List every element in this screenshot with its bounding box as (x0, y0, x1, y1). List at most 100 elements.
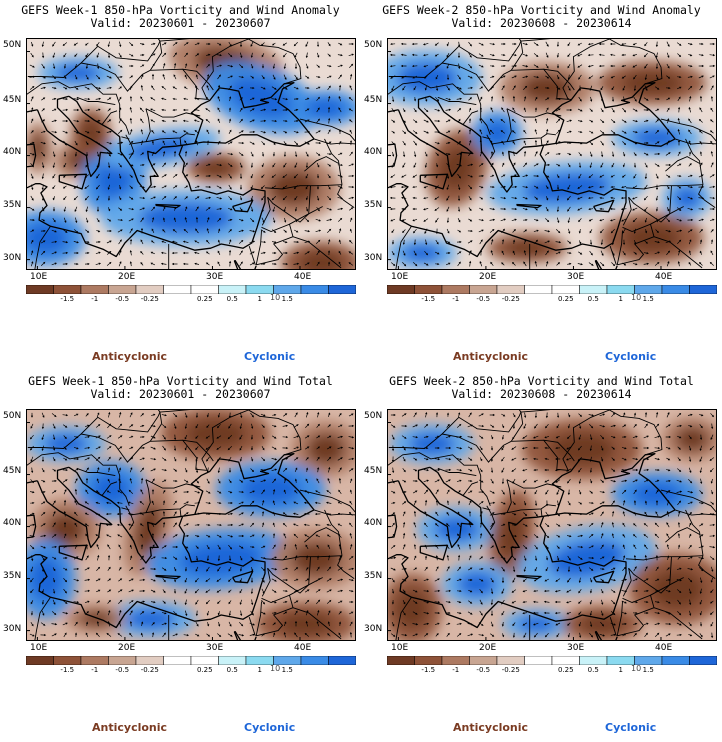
country-border (520, 409, 580, 413)
colorbar-unit: 10 (631, 664, 642, 673)
lat-label: 35N (364, 571, 383, 581)
coastline (419, 173, 449, 190)
colorbar-unit: 10 (270, 664, 281, 673)
colorbar-tick-label: -1 (91, 666, 99, 674)
colorbar-segment (135, 285, 164, 294)
colorbar-tick-label: 0.25 (557, 666, 574, 674)
lon-label: 30E (206, 643, 224, 653)
lon-label: 20E (479, 272, 497, 282)
coastline (516, 203, 542, 209)
panel-title: GEFS Week-1 850-hPa Vorticity and Wind A… (21, 3, 340, 17)
anticyclonic-core (268, 170, 320, 206)
coastline (516, 574, 542, 580)
country-border (34, 226, 51, 270)
coastline (26, 109, 38, 113)
panel-valid-dates: Valid: 20230608 - 20230614 (451, 16, 632, 30)
lat-label: 45N (364, 466, 383, 476)
country-border (261, 568, 271, 597)
country-border (97, 65, 151, 92)
colorbar-segment (26, 285, 54, 294)
country-border (511, 68, 570, 100)
country-border (518, 40, 522, 46)
colorbar-tick-label: -0.5 (476, 666, 491, 674)
anticyclonic-core (505, 239, 549, 257)
country-border (616, 601, 623, 636)
panel-valid-dates: Valid: 20230601 - 20230607 (90, 16, 271, 30)
anticyclonic-core (278, 611, 334, 637)
colorbar-tick-label: 0.25 (196, 666, 213, 674)
colorbar-segment (469, 656, 498, 665)
coastline (593, 570, 615, 584)
colorbar-segment (441, 656, 470, 665)
country-border (506, 479, 562, 489)
anticyclonic-core (650, 569, 704, 609)
lon-label: 40E (655, 272, 673, 282)
coastline (36, 95, 113, 178)
panel-valid-dates: Valid: 20230608 - 20230614 (451, 387, 632, 401)
lon-label: 20E (479, 643, 497, 653)
colorbar-segment (80, 656, 109, 665)
coastlines (26, 453, 315, 641)
lat-label: 45N (364, 95, 383, 105)
country-border (299, 489, 356, 514)
lat-label: 40N (364, 147, 383, 157)
country-border (256, 594, 294, 637)
lon-label: 20E (118, 272, 136, 282)
colorbar-tick-label: -1.5 (421, 295, 436, 303)
coastline (182, 505, 315, 518)
colorbar (26, 285, 356, 294)
country-border (437, 467, 477, 477)
country-border (685, 138, 704, 185)
country-border (388, 433, 459, 449)
country-border (324, 138, 343, 185)
country-border (482, 136, 491, 140)
coastline (233, 260, 239, 270)
country-border (150, 439, 209, 471)
colorbar-segment (414, 656, 443, 665)
lon-label: 40E (294, 643, 312, 653)
panel-1: GEFS Week-1 850-hPa Vorticity and Wind A… (0, 0, 361, 371)
country-border (617, 223, 655, 266)
colorbar-tick-label: 0.25 (557, 295, 574, 303)
colorbar-segment (579, 656, 608, 665)
coastlines (387, 453, 676, 641)
colorbar-segment (414, 285, 443, 294)
country-border (388, 62, 459, 78)
map-frame (26, 38, 356, 270)
coastline (387, 515, 627, 629)
lon-label: 30E (206, 272, 224, 282)
coastline (26, 143, 37, 168)
legend-anticyclonic: Anticyclonic (92, 350, 168, 363)
cyclonic-core (56, 64, 100, 82)
country-border (267, 185, 311, 223)
colorbar-segment (579, 285, 608, 294)
lon-label: 10E (30, 272, 48, 282)
coastline (26, 514, 37, 539)
country-border (511, 439, 570, 471)
colorbar (26, 656, 356, 665)
legend-cyclonic: Cyclonic (244, 721, 296, 734)
colorbar-tick-label: 1 (618, 666, 623, 674)
panel-4: GEFS Week-2 850-hPa Vorticity and Wind T… (361, 371, 722, 742)
country-border (607, 38, 663, 85)
country-border (628, 185, 672, 223)
panel-valid-dates: Valid: 20230601 - 20230607 (90, 387, 271, 401)
colorbar-segment (661, 285, 690, 294)
country-border (562, 409, 613, 471)
lat-label: 50N (364, 40, 383, 50)
country-border (674, 138, 717, 145)
country-border (540, 137, 543, 146)
coastline (594, 631, 600, 641)
colorbar-tick-label: 1.5 (642, 666, 654, 674)
country-border (616, 230, 623, 265)
colorbar-tick-label: 1 (257, 666, 262, 674)
colorbar-segment (689, 285, 717, 294)
colorbar-tick-label: -1 (91, 295, 99, 303)
colorbar-segment (328, 656, 356, 665)
country-border (150, 68, 209, 100)
country-border (653, 236, 703, 269)
country-border (130, 504, 195, 516)
colorbar-tick-label: -0.25 (501, 295, 520, 303)
coastline (543, 505, 676, 518)
cyclonic-core (548, 540, 626, 578)
